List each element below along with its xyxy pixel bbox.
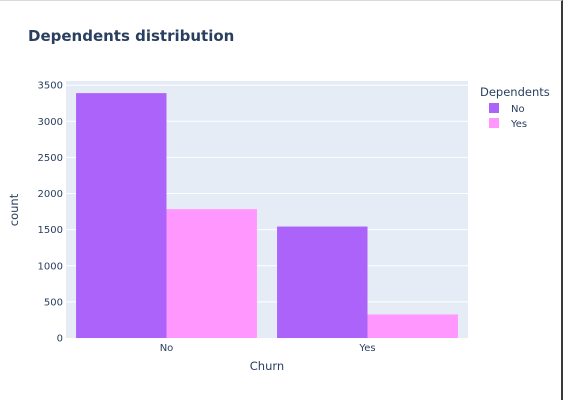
- legend-label[interactable]: No: [511, 104, 525, 115]
- legend-label[interactable]: Yes: [510, 119, 527, 130]
- bar-yes-no[interactable]: [166, 209, 257, 338]
- y-tick-label: 2500: [38, 153, 63, 164]
- legend-title: Dependents: [480, 85, 550, 99]
- legend-swatch[interactable]: [489, 118, 499, 128]
- y-tick-labels: 0 500 1000 1500 2000 2500 3000 3500: [38, 81, 63, 345]
- x-tick-label: No: [160, 343, 174, 354]
- chart-title: Dependents distribution: [28, 27, 234, 45]
- x-axis-title: Churn: [250, 359, 284, 373]
- legend-swatch[interactable]: [489, 103, 499, 113]
- bar-yes-yes[interactable]: [367, 314, 458, 338]
- y-tick-label: 3000: [38, 117, 63, 128]
- y-tick-label: 1500: [38, 225, 63, 236]
- bar-no-no[interactable]: [76, 93, 167, 338]
- y-tick-label: 2000: [38, 189, 63, 200]
- bar-no-yes[interactable]: [277, 226, 368, 338]
- y-tick-label: 3500: [38, 81, 63, 92]
- y-tick-label: 500: [44, 297, 63, 308]
- y-axis-title: count: [7, 193, 21, 226]
- x-tick-label: Yes: [358, 343, 375, 354]
- legend-items: No Yes: [489, 103, 527, 130]
- x-tick-labels: No Yes: [160, 343, 376, 354]
- y-tick-label: 0: [57, 334, 63, 345]
- bars: [76, 93, 458, 338]
- y-tick-label: 1000: [38, 261, 63, 272]
- legend[interactable]: Dependents No Yes: [480, 85, 550, 130]
